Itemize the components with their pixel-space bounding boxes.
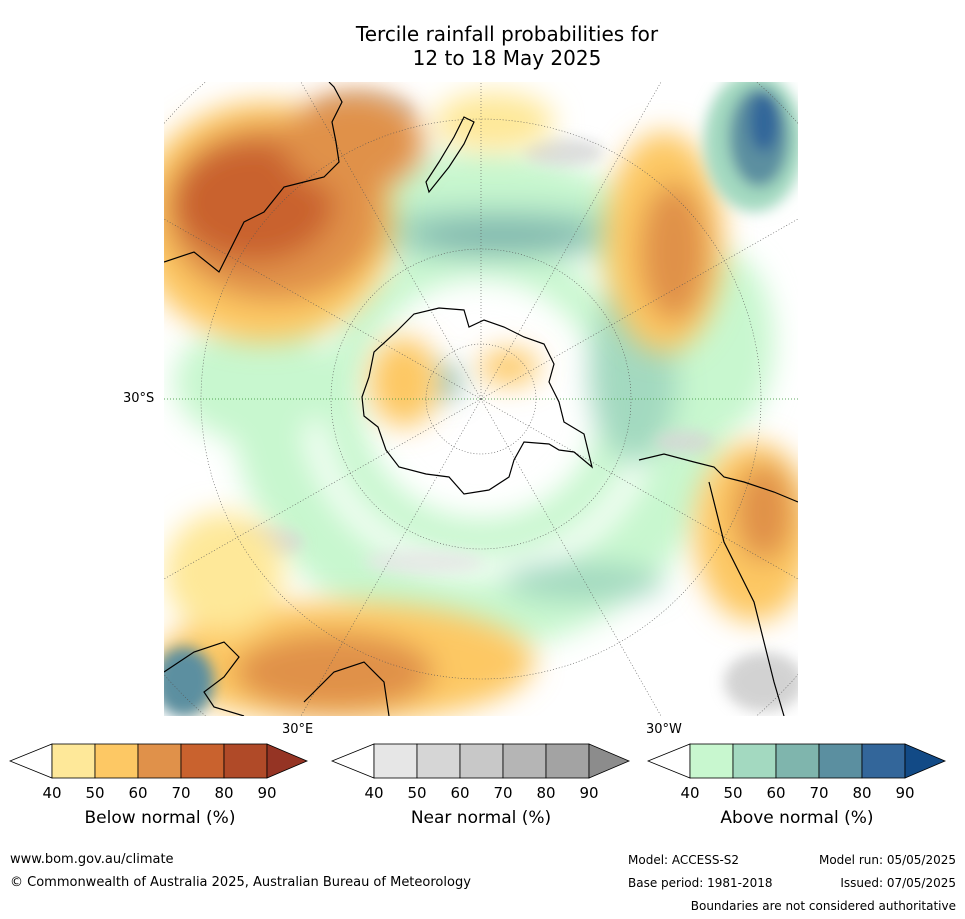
colorbar-near-swatch (459, 743, 504, 779)
tick-label: 70 (171, 784, 191, 802)
colorbar-above-over-triangle (904, 743, 947, 779)
antarctica-coast (361, 307, 594, 495)
lon-label-30e: 30°E (282, 722, 314, 737)
tick-label: 60 (450, 784, 470, 802)
colorbar-near-swatch (416, 743, 461, 779)
tick-label: 50 (85, 784, 105, 802)
colorbar-near-swatch (502, 743, 547, 779)
title-line-1: Tercile rainfall probabilities for (355, 22, 659, 46)
colorbar-below-swatch (137, 743, 182, 779)
colorbar-below-swatch (180, 743, 225, 779)
tick-label: 50 (407, 784, 427, 802)
south-america-coast (638, 453, 798, 716)
lat-label-30s: 30°S (123, 391, 155, 406)
coastlines (164, 82, 798, 716)
footer-model-run: Model run: 05/05/2025 (818, 853, 956, 867)
tick-label: 90 (257, 784, 277, 802)
footer-model: Model: ACCESS-S2 (628, 853, 740, 867)
colorbar-below-over-triangle (266, 743, 309, 779)
colorbar-below-swatch (94, 743, 139, 779)
below-normal-field (164, 92, 798, 716)
colorbar-near-over-triangle (588, 743, 631, 779)
tick-label: 40 (680, 784, 700, 802)
title-line-2: 12 to 18 May 2025 (412, 46, 602, 70)
map-title: Tercile rainfall probabilities for 12 to… (0, 22, 965, 70)
colorbar-above-swatch (732, 743, 777, 779)
lon-label-30w: 30°W (646, 722, 682, 737)
colorbar-above-swatch (818, 743, 863, 779)
tick-label: 90 (579, 784, 599, 802)
colorbar-above-swatch (689, 743, 734, 779)
tick-label: 90 (895, 784, 915, 802)
colorbar-above-swatch (861, 743, 906, 779)
colorbar-below-swatch (223, 743, 268, 779)
africa-coast (164, 641, 390, 716)
tick-label: 80 (536, 784, 556, 802)
new-zealand-coast (425, 116, 475, 194)
colorbar-above-label: Above normal (%) (720, 808, 874, 828)
tick-label: 60 (766, 784, 786, 802)
colorbar-near-label: Near normal (%) (410, 808, 552, 828)
colorbar-above-under-triangle (647, 743, 691, 779)
colorbar-below-under-triangle (9, 743, 53, 779)
tick-label: 50 (723, 784, 743, 802)
colorbar-below (9, 743, 309, 779)
footer-issued: Issued: 07/05/2025 (840, 876, 956, 890)
tick-label: 70 (809, 784, 829, 802)
footer-disclaimer: Boundaries are not considered authoritat… (690, 899, 956, 913)
colorbar-above (647, 743, 947, 779)
tick-label: 40 (364, 784, 384, 802)
tick-label: 60 (128, 784, 148, 802)
tick-label: 40 (42, 784, 62, 802)
footer-website: www.bom.gov.au/climate (10, 852, 174, 867)
footer-copyright: © Commonwealth of Australia 2025, Austra… (10, 875, 471, 890)
colorbar-near-under-triangle (331, 743, 375, 779)
tick-label: 70 (493, 784, 513, 802)
colorbar-below-swatch (51, 743, 96, 779)
tick-label: 80 (214, 784, 234, 802)
footer-base-period: Base period: 1981-2018 (628, 876, 773, 890)
polar-map (164, 82, 798, 716)
colorbar-near-swatch (545, 743, 590, 779)
colorbar-above-swatch (775, 743, 820, 779)
colorbar-near-swatch (373, 743, 418, 779)
colorbar-near (331, 743, 631, 779)
tick-label: 80 (852, 784, 872, 802)
colorbar-below-label: Below normal (%) (84, 808, 236, 828)
australia-coast (164, 82, 343, 273)
